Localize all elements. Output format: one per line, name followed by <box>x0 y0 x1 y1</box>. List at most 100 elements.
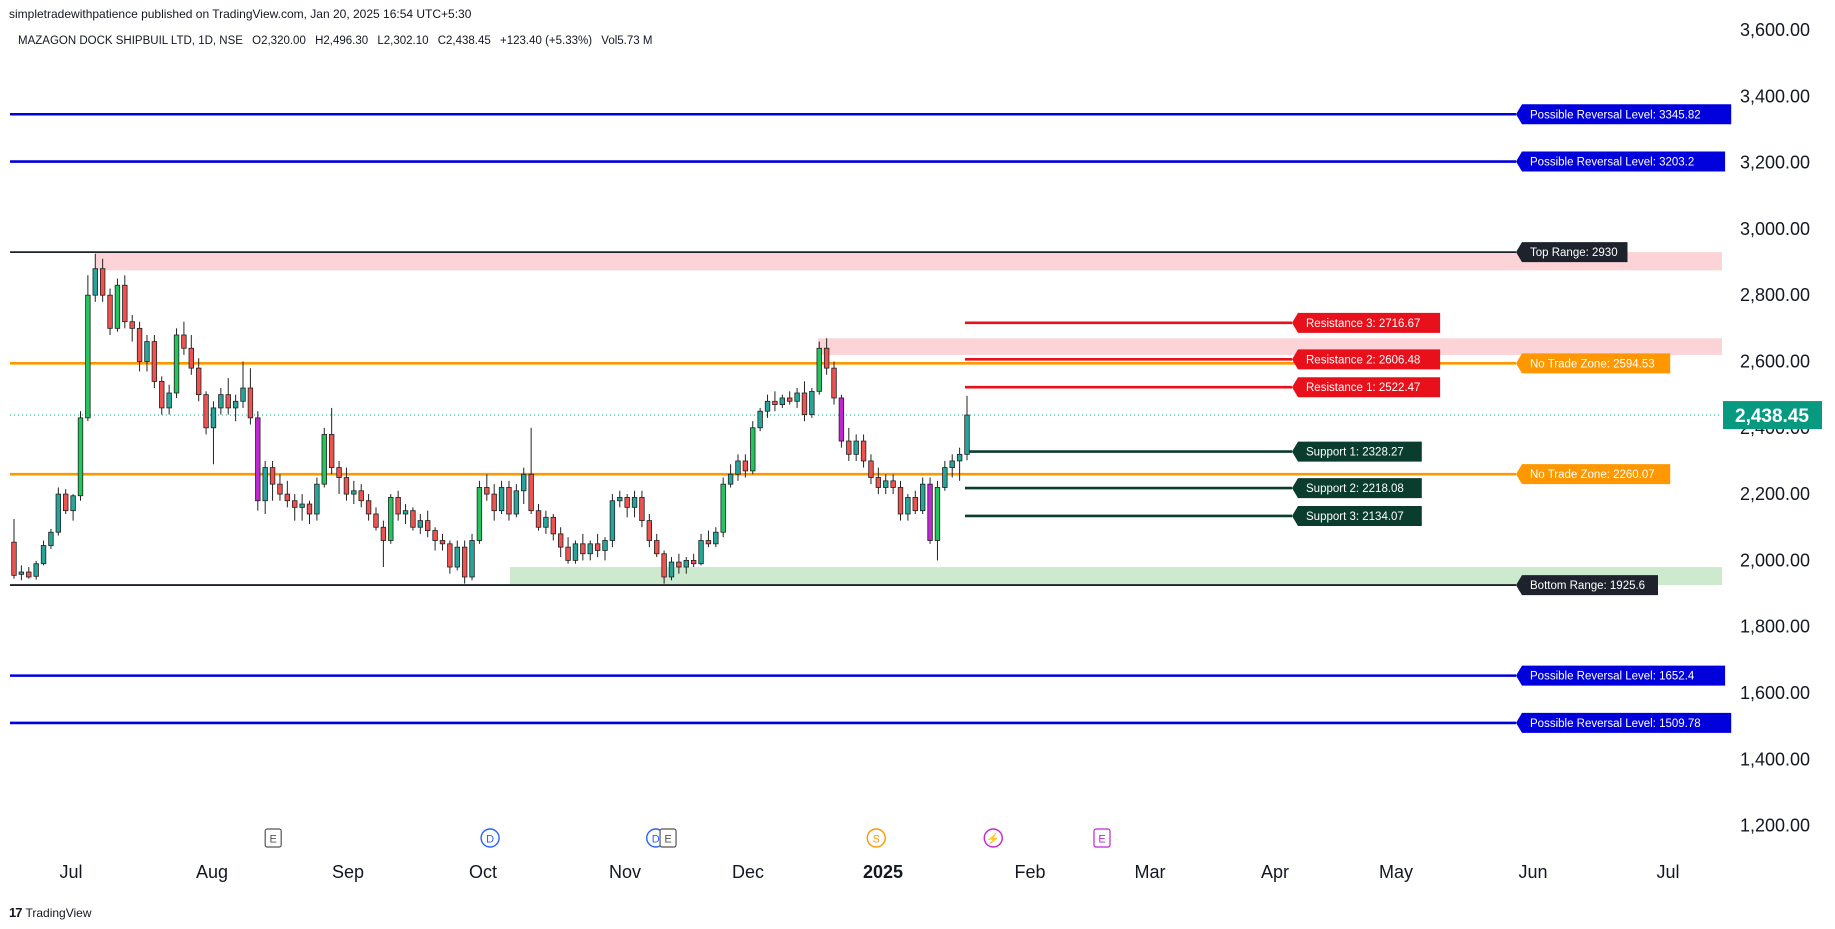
candle-78 <box>587 540 593 561</box>
candle-73 <box>550 513 556 541</box>
candle-body-88 <box>661 553 667 578</box>
candle-127 <box>949 454 955 478</box>
ohlc-open: O2,320.00 <box>252 35 306 47</box>
ohlc-low: L2,302.10 <box>377 35 429 47</box>
short-level-tag-4-text: Support 2: 2218.08 <box>1306 483 1404 495</box>
level-tag-2-shape <box>1516 242 1628 263</box>
candle-body-21 <box>166 392 172 409</box>
candle-body-61 <box>461 546 468 578</box>
symbol-legend: MAZAGON DOCK SHIPBUIL LTD, 1D, NSE O2,32… <box>18 35 658 47</box>
candle-81 <box>609 494 616 548</box>
candle-body-32 <box>247 387 254 419</box>
candle-body-110 <box>823 347 830 369</box>
candle-body-72 <box>543 516 549 528</box>
y-tick-label-4: 2,800.00 <box>1740 285 1810 305</box>
candle-58 <box>439 533 446 551</box>
candle-34 <box>262 460 268 514</box>
candle-body-126 <box>942 467 948 488</box>
candle-106 <box>794 388 800 408</box>
short-level-tag-5-shape <box>1292 505 1422 526</box>
candle-body-53 <box>402 510 409 515</box>
candle-48 <box>365 494 372 521</box>
candle-body-2 <box>26 571 32 578</box>
short-level-tag-2-shape <box>1292 377 1441 398</box>
candle-body-56 <box>425 520 431 531</box>
candle-body-62 <box>469 540 475 578</box>
candle-84 <box>631 490 638 518</box>
candle-body-55 <box>417 520 424 528</box>
short-level-tag-5: Support 3: 2134.07 <box>1292 505 1422 526</box>
candle-body-52 <box>395 497 401 515</box>
symbol-name[interactable]: MAZAGON DOCK SHIPBUIL LTD, 1D, NSE <box>18 35 243 47</box>
ohlc-high: H2,496.30 <box>315 35 369 47</box>
candle-99 <box>742 454 749 478</box>
candle-body-122 <box>912 497 918 512</box>
candle-113 <box>846 427 852 461</box>
tradingview-logo-icon: 17 <box>9 905 23 920</box>
candle-100 <box>750 421 756 475</box>
candle-27 <box>210 401 217 465</box>
candle-68 <box>513 484 520 518</box>
candle-50 <box>380 520 387 568</box>
footer-brand[interactable]: 17 TradingView <box>9 905 92 920</box>
candle-body-80 <box>602 540 608 551</box>
candle-38 <box>292 494 298 521</box>
candle-body-75 <box>565 546 571 561</box>
candle-body-84 <box>631 497 638 508</box>
x-tick-label-10: May <box>1379 862 1413 882</box>
x-tick-label-4: Nov <box>609 862 641 882</box>
candle-42 <box>321 427 327 488</box>
candle-21 <box>166 384 172 415</box>
candle-body-67 <box>506 487 512 515</box>
candle-39 <box>299 494 305 521</box>
candle-96 <box>720 477 726 538</box>
candle-119 <box>890 474 896 495</box>
candle-69 <box>521 467 527 505</box>
candle-body-6 <box>55 493 62 533</box>
y-tick-label-5: 2,600.00 <box>1740 352 1810 372</box>
y-tick-label-1: 3,400.00 <box>1740 86 1810 106</box>
level-tag-2: Top Range: 2930 <box>1516 242 1628 263</box>
footer-brand-label: TradingView <box>25 905 92 920</box>
candle-94 <box>705 530 712 548</box>
candle-87 <box>654 533 660 558</box>
short-level-tag-3-text: Support 1: 2328.27 <box>1306 447 1404 459</box>
candle-93 <box>698 533 704 566</box>
candle-body-70 <box>528 473 534 512</box>
candle-29 <box>225 378 231 415</box>
y-tick-label-12: 1,200.00 <box>1740 816 1810 836</box>
candle-body-102 <box>764 400 771 412</box>
candle-101 <box>757 407 763 432</box>
candle-2 <box>26 567 32 579</box>
price-axis: 3,600.00 3,400.00 3,200.00 3,000.00 2,800.00… <box>1723 20 1822 836</box>
candle-body-3 <box>33 563 39 577</box>
candle-97 <box>727 464 734 488</box>
y-tick-label-10: 1,600.00 <box>1740 683 1810 703</box>
candle-body-19 <box>151 341 158 382</box>
candle-20 <box>159 376 165 415</box>
candle-11 <box>92 253 98 302</box>
x-tick-label-1: Aug <box>196 862 228 882</box>
candle-118 <box>883 474 889 495</box>
candle-55 <box>417 513 424 534</box>
candle-71 <box>535 504 542 531</box>
event-marker-frame-5 <box>983 828 1003 848</box>
last-price-tag: 2,438.45 <box>1723 401 1822 430</box>
candle-4 <box>40 540 47 566</box>
y-tick-label-2: 3,200.00 <box>1740 153 1810 173</box>
candle-body-1 <box>18 571 25 575</box>
candle-body-69 <box>521 473 527 492</box>
candle-16 <box>129 315 135 342</box>
candle-body-109 <box>816 347 822 392</box>
candle-body-77 <box>580 543 586 555</box>
y-tick-label-0: 3,600.00 <box>1740 20 1810 40</box>
candle-112 <box>838 394 845 448</box>
candle-41 <box>314 477 320 521</box>
candle-107 <box>801 381 808 422</box>
candle-66 <box>498 480 505 514</box>
event-marker-letter-5: ⚡ <box>986 833 1000 846</box>
candle-74 <box>557 527 564 558</box>
candle-body-54 <box>410 510 416 528</box>
candle-body-81 <box>609 500 616 541</box>
